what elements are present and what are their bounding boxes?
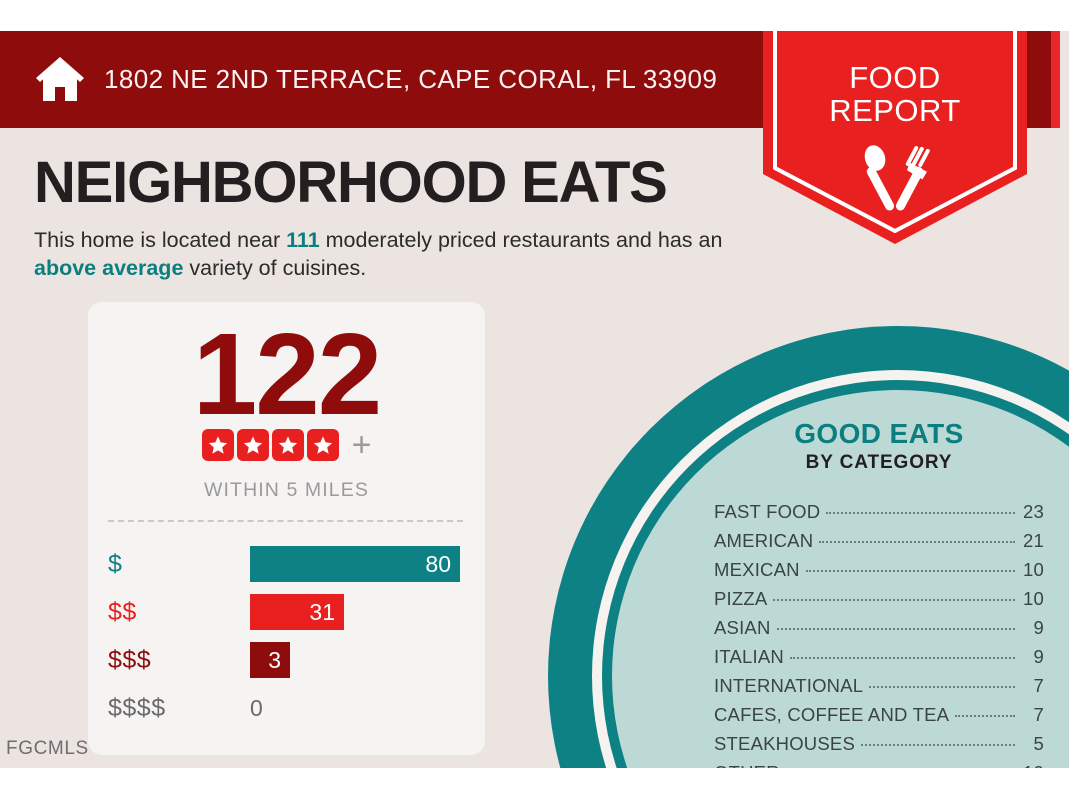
category-row: INTERNATIONAL 7 [714,671,1044,700]
dot-leader [826,512,1015,514]
dot-leader [805,570,1015,572]
price-bar: 3 [250,642,290,678]
rating-plus-sign: + [351,426,372,464]
category-count: 10 [1023,588,1044,609]
good-eats-panel: GOOD EATS BY CATEGORY FAST FOOD 23 AMERICA… [714,418,1044,768]
property-address: 1802 NE 2ND TERRACE, CAPE CORAL, FL 3390… [104,64,718,94]
category-label: ITALIAN [714,646,784,667]
summary-part-3: variety of cuisines. [183,256,367,280]
dot-leader [776,628,1015,630]
star-icon [201,429,234,461]
category-label: FAST FOOD [714,501,821,522]
star-icon [306,429,339,461]
category-label: CAFES, COFFEE AND TEA [714,704,950,725]
summary-part-1: This home is located near [34,228,287,252]
dot-leader [773,599,1015,601]
dot-leader [819,541,1015,543]
price-tier-label: $$$ [108,645,152,674]
restaurant-count-highlight: 111 [286,228,320,252]
price-tier-row: $80 [88,540,485,588]
score-card: 122 + WITHIN 5 MILES $80 $$ 31 $$$ 3 $$$$ 0 [88,302,485,755]
category-count: 10 [1023,559,1044,580]
category-count: 5 [1033,733,1044,754]
infographic-canvas: 1802 NE 2ND TERRACE, CAPE CORAL, FL 3390… [0,0,1069,768]
summary-text: This home is located near 111 moderately… [34,226,754,282]
card-divider [108,520,463,522]
price-bar-zero-value: 0 [250,694,263,721]
page-title: NEIGHBORHOOD EATS [34,150,668,215]
category-count: 9 [1033,646,1044,667]
category-count: 23 [1023,501,1044,522]
category-row: ITALIAN 9 [714,642,1044,671]
category-row: CAFES, COFFEE AND TEA 7 [714,700,1044,729]
watermark: FGCMLS [6,738,89,759]
category-count: 7 [1033,704,1044,725]
category-count: 7 [1033,675,1044,696]
category-list: FAST FOOD 23 AMERICAN 21 MEXICAN 10 PIZZA 10 ASI… [714,497,1044,768]
category-count: 21 [1023,530,1044,551]
category-label: PIZZA [714,588,768,609]
top-margin [0,0,1069,31]
dot-leader [869,686,1015,688]
category-count: 10 [1020,758,1044,768]
good-eats-title: GOOD EATS [794,418,964,449]
category-row: MEXICAN 10 [714,555,1044,584]
bottom-margin [0,768,1069,801]
category-label: MEXICAN [714,559,800,580]
dot-leader [861,744,1015,746]
variety-highlight: above average [34,256,184,280]
price-tier-row: $$$ 3 [88,636,485,684]
category-row: OTHER 10 [714,758,1044,768]
category-row: ASIAN 9 [714,613,1044,642]
category-label: ASIAN [714,617,771,638]
star-rating: + [88,426,485,464]
category-row: FAST FOOD 23 [714,497,1044,526]
price-bar-track: 3 [250,642,485,678]
restaurant-total-count: 122 [192,309,383,439]
dot-leader [789,657,1015,659]
home-icon [36,56,84,101]
price-bar-track: 80 [250,546,485,582]
summary-part-2: moderately priced restaurants and has an [319,228,723,252]
category-label: STEAKHOUSES [714,733,855,754]
price-tier-row: $$ 31 [88,588,485,636]
price-bar-track: 31 [250,594,485,630]
price-tier-label: $$ [108,597,137,626]
star-icon [271,429,304,461]
plate-graphic [548,326,1069,768]
category-label: AMERICAN [714,530,814,551]
category-label: OTHER [714,758,780,768]
price-tier-label: $ [108,549,123,578]
category-label: INTERNATIONAL [714,675,864,696]
price-tier-row: $$$$ 0 [88,684,485,732]
price-bar: 80 [250,546,460,582]
dot-leader [955,715,1015,717]
category-count: 9 [1033,617,1044,638]
spoon-fork-icon [864,145,930,211]
radius-label: WITHIN 5 MILES [204,479,369,501]
price-bar: 31 [250,594,344,630]
price-tier-label: $$$$ [108,693,166,722]
food-report-badge: FOOD REPORT [763,31,1027,244]
header-right-accent [1051,31,1060,128]
badge-shield-shape [763,31,1027,244]
good-eats-subtitle: BY CATEGORY [805,452,953,473]
category-row: AMERICAN 21 [714,526,1044,555]
price-tier-chart: $80 $$ 31 $$$ 3 $$$$ 0 [88,540,485,732]
category-row: PIZZA 10 [714,584,1044,613]
star-icon [236,429,269,461]
category-row: STEAKHOUSES 5 [714,729,1044,758]
